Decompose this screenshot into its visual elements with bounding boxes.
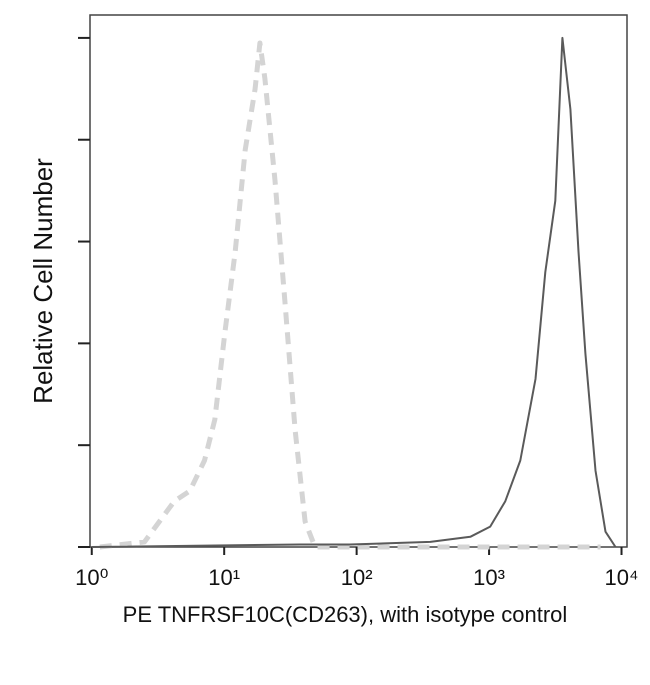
x-tick-label: 10⁴ [605,565,639,590]
x-axis-label: PE TNFRSF10C(CD263), with isotype contro… [123,602,568,627]
x-tick-label: 10² [341,565,373,590]
x-tick-label: 10³ [473,565,505,590]
x-tick-label: 10⁰ [75,565,108,590]
plot-frame [89,14,628,548]
series-line [91,36,617,548]
x-tick-label: 10¹ [208,565,240,590]
y-axis-label: Relative Cell Number [28,158,58,404]
series-line [99,40,601,550]
